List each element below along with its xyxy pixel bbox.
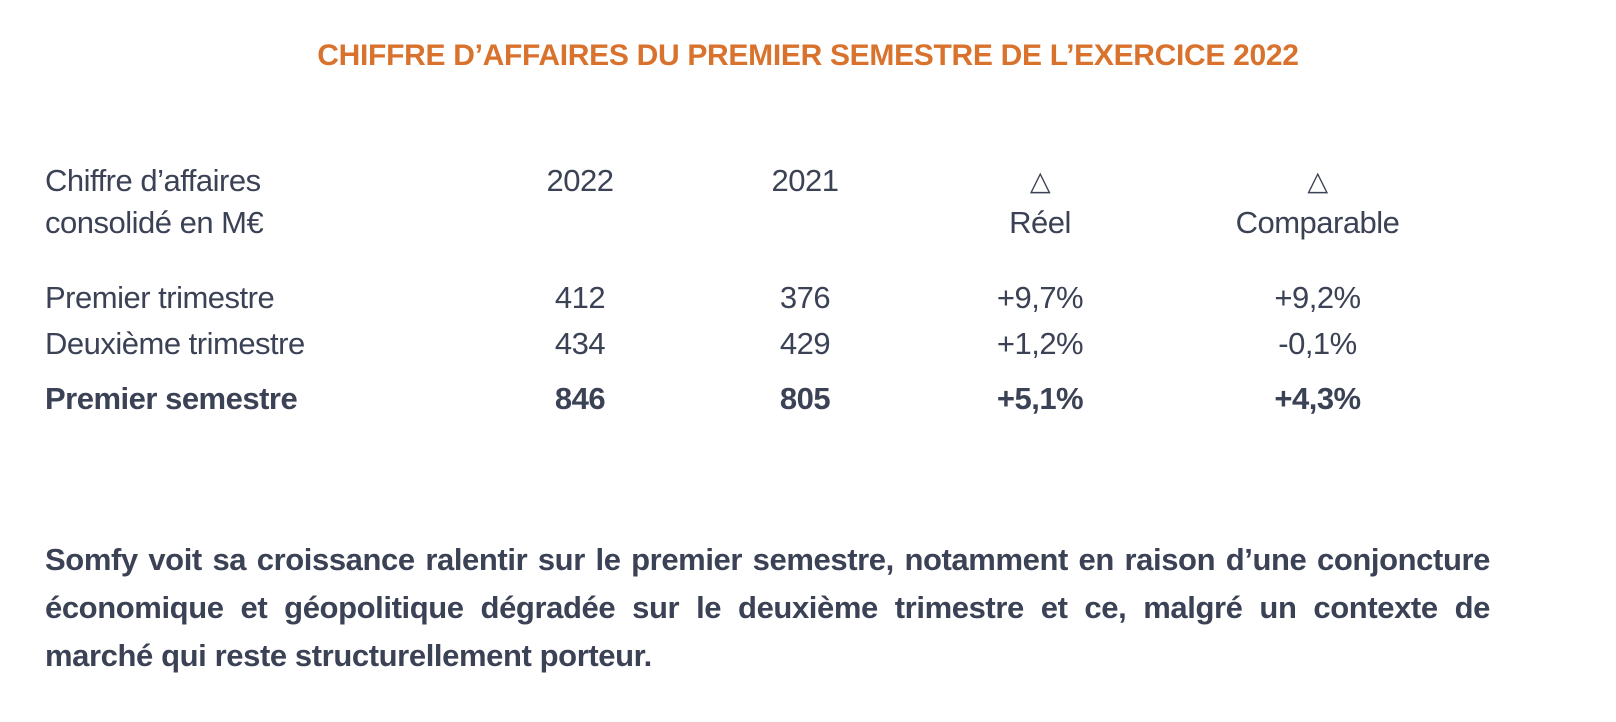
revenue-table-header: Chiffre d’affaires consolidé en M€ 2022 … <box>45 160 1470 244</box>
col-header-delta-comparable: △ Comparable <box>1165 160 1470 244</box>
delta-triangle-icon: △ <box>1029 166 1051 196</box>
col-header-delta-reel: △ Réel <box>915 160 1165 244</box>
row-label: Premier trimestre <box>45 280 275 315</box>
cell-y2021: 429 <box>779 325 831 361</box>
cell-delta-comparable: +9,2% <box>1274 280 1361 315</box>
delta-reel-label: Réel <box>1009 205 1071 240</box>
delta-triangle-icon: △ <box>1307 166 1328 196</box>
commentary-paragraph: Somfy voit sa croissance ralentir sur le… <box>45 542 1490 673</box>
table-row: Premier trimestre 412 376 +9,7% +9,2% <box>45 244 1470 316</box>
row-label-line1: Chiffre d’affaires <box>45 163 261 198</box>
cell-y2022: 412 <box>554 280 606 315</box>
cell-delta-reel: +5,1% <box>996 380 1084 416</box>
row-label-line2: consolidé en M€ <box>45 205 264 240</box>
cell-y2021: 805 <box>779 380 831 416</box>
page-title: CHIFFRE D’AFFAIRES DU PREMIER SEMESTRE D… <box>317 39 1299 72</box>
table-row: Deuxième trimestre 434 429 +1,2% -0,1% <box>45 316 1470 371</box>
col-header-row-label: Chiffre d’affaires consolidé en M€ <box>45 160 465 244</box>
cell-delta-comparable: +4,3% <box>1274 380 1361 416</box>
revenue-table-body: Premier trimestre 412 376 +9,7% +9,2% Deuxièm… <box>45 244 1470 426</box>
cell-delta-reel: +9,7% <box>996 280 1084 315</box>
col-header-2022: 2022 <box>546 163 614 198</box>
col-header-2021: 2021 <box>771 163 839 198</box>
cell-delta-reel: +1,2% <box>996 325 1084 361</box>
table-row: Premier semestre 846 805 +5,1% +4,3% <box>45 371 1470 426</box>
revenue-table: Chiffre d’affaires consolidé en M€ 2022 … <box>45 160 1470 426</box>
delta-comparable-label: Comparable <box>1235 205 1400 240</box>
row-label: Deuxième trimestre <box>45 325 305 361</box>
row-label: Premier semestre <box>45 380 298 416</box>
content-area: Chiffre d’affaires consolidé en M€ 2022 … <box>45 160 1490 680</box>
cell-y2022: 846 <box>554 380 606 416</box>
cell-delta-comparable: -0,1% <box>1278 325 1357 361</box>
cell-y2021: 376 <box>779 280 831 315</box>
cell-y2022: 434 <box>554 325 606 361</box>
